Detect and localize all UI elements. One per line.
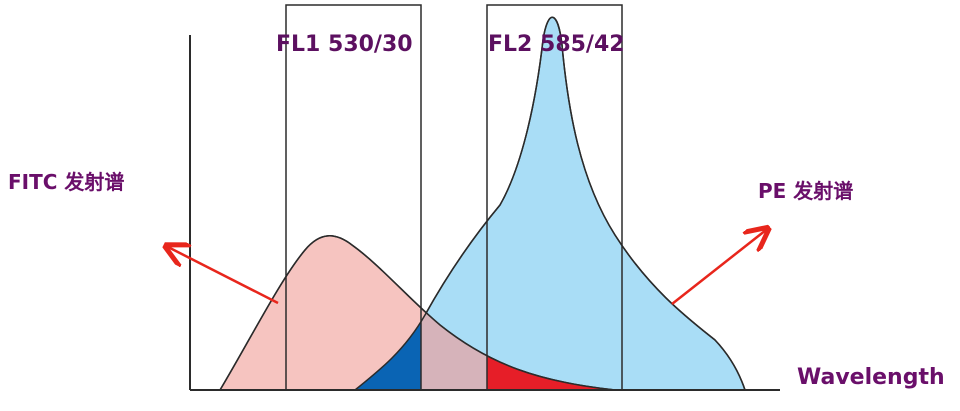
fitc-curve-outline: [219, 235, 616, 391]
fitc-pointer-arrow: [168, 247, 279, 305]
fitc-spectrum-label: FITC 发射谱: [8, 170, 125, 194]
x-axis-label: Wavelength: [797, 365, 945, 390]
pe-pointer-arrow: [671, 230, 766, 305]
fl1-filter-label: FL1 530/30: [276, 32, 413, 57]
fl2-filter-label: FL2 585/42: [488, 32, 625, 57]
pe-spectrum-label: PE 发射谱: [758, 179, 854, 203]
pe-curve-outline: [354, 16, 746, 391]
